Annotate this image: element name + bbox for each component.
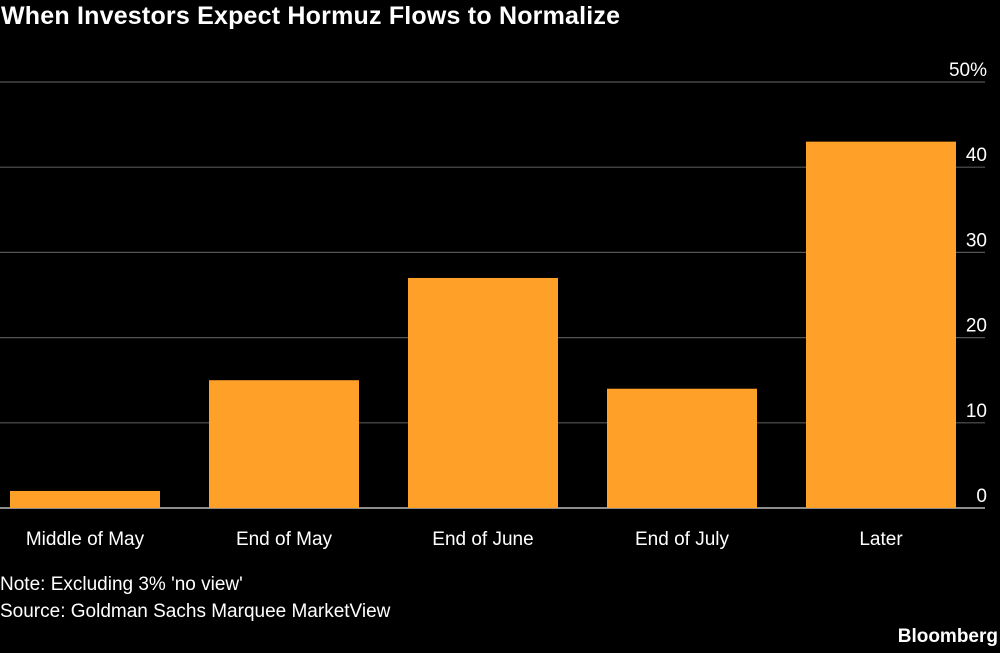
x-category-label: End of June [432, 529, 533, 550]
y-tick-label: 40 [966, 145, 987, 166]
chart-note: Note: Excluding 3% 'no view' [0, 574, 243, 595]
bars [10, 141, 956, 508]
bar-chart: 0 10 20 30 40 50% Middle of May End of May End … [0, 60, 987, 550]
x-category-label: Later [859, 529, 903, 550]
y-tick-label: 0 [976, 486, 987, 507]
x-category-label: End of July [635, 529, 729, 550]
x-category-label: End of May [236, 529, 333, 550]
y-tick-label: 30 [966, 230, 987, 251]
y-tick-label: 10 [966, 401, 987, 422]
bar-later [806, 141, 956, 508]
bar-end-of-july [607, 388, 757, 508]
bar-end-of-may [209, 380, 359, 508]
x-axis-categories: Middle of May End of May End of June End of… [26, 529, 903, 550]
y-tick-label: 20 [966, 316, 987, 337]
chart-source: Source: Goldman Sachs Marquee MarketView [0, 601, 391, 622]
y-tick-label: 50% [949, 60, 987, 81]
y-axis-ticks: 0 10 20 30 40 50% [949, 60, 987, 507]
bar-middle-of-may [10, 490, 160, 508]
bloomberg-logo: Bloomberg [897, 626, 998, 647]
bar-end-of-june [408, 277, 558, 508]
x-category-label: Middle of May [26, 529, 145, 550]
chart-title: When Investors Expect Hormuz Flows to No… [1, 2, 621, 30]
